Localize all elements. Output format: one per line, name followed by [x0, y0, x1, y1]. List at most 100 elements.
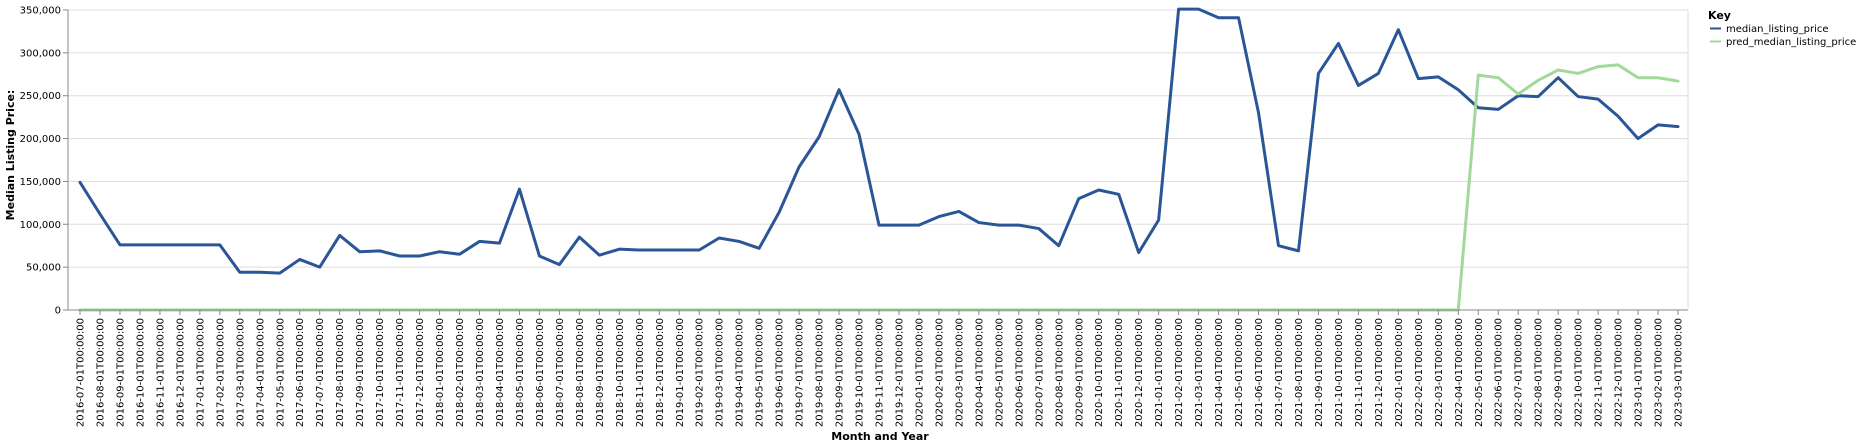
x-tick-label: 2016-09-01T00:00:00 [115, 318, 126, 427]
x-tick-label: 2020-04-01T00:00:00 [974, 318, 985, 427]
x-tick-label: 2022-12-01T00:00:00 [1614, 318, 1625, 427]
x-tick-label: 2020-01-01T00:00:00 [914, 318, 925, 427]
x-tick-label: 2017-11-01T00:00:00 [395, 318, 406, 427]
x-tick-label: 2020-07-01T00:00:00 [1034, 318, 1045, 427]
x-tick-label: 2021-01-01T00:00:00 [1154, 318, 1165, 427]
x-tick-label: 2018-05-01T00:00:00 [515, 318, 526, 427]
x-tick-label: 2017-03-01T00:00:00 [235, 318, 246, 427]
x-axis-title: Month and Year [831, 430, 929, 443]
x-tick-label: 2016-07-01T00:00:00 [76, 318, 87, 427]
x-tick-label: 2016-10-01T00:00:00 [135, 318, 146, 427]
legend-title: Key [1708, 9, 1731, 22]
series-line-pred-median-listing-price [78, 63, 1680, 312]
x-tick-label: 2023-03-01T00:00:00 [1674, 318, 1685, 427]
x-tick-label: 2018-01-01T00:00:00 [435, 318, 446, 427]
x-tick-label: 2019-06-01T00:00:00 [775, 318, 786, 427]
x-tick-label: 2019-01-01T00:00:00 [675, 318, 686, 427]
x-tick-label: 2017-02-01T00:00:00 [215, 318, 226, 427]
series-line-median-listing-price [78, 7, 1680, 275]
y-tick-label: 150,000 [20, 177, 61, 188]
x-tick-label: 2021-08-01T00:00:00 [1294, 318, 1305, 427]
x-tick-label: 2022-09-01T00:00:00 [1554, 318, 1565, 427]
x-tick-label: 2018-10-01T00:00:00 [615, 318, 626, 427]
y-tick-label: 50,000 [26, 263, 61, 274]
x-tick-label: 2019-09-01T00:00:00 [835, 318, 846, 427]
x-tick-label: 2020-05-01T00:00:00 [994, 318, 1005, 427]
x-tick-label: 2022-04-01T00:00:00 [1454, 318, 1465, 427]
x-tick-label: 2019-05-01T00:00:00 [755, 318, 766, 427]
x-tick-label: 2018-03-01T00:00:00 [475, 318, 486, 427]
x-tick-label: 2017-05-01T00:00:00 [275, 318, 286, 427]
x-tick-label: 2021-12-01T00:00:00 [1374, 318, 1385, 427]
x-tick-label: 2022-02-01T00:00:00 [1414, 318, 1425, 427]
legend-label: pred_median_listing_price [1726, 37, 1856, 48]
x-tick-label: 2021-05-01T00:00:00 [1234, 318, 1245, 427]
x-tick-label: 2023-01-01T00:00:00 [1634, 318, 1645, 427]
x-tick-label: 2023-02-01T00:00:00 [1654, 318, 1665, 427]
y-axis-title: Median Listing Price: [4, 90, 17, 221]
x-tick-label: 2022-11-01T00:00:00 [1594, 318, 1605, 427]
x-tick-label: 2017-04-01T00:00:00 [255, 318, 266, 427]
x-tick-label: 2016-08-01T00:00:00 [95, 318, 106, 427]
x-tick-label: 2018-02-01T00:00:00 [455, 318, 466, 427]
x-tick-label: 2019-12-01T00:00:00 [894, 318, 905, 427]
x-tick-label: 2021-07-01T00:00:00 [1274, 318, 1285, 427]
x-tick-label: 2021-04-01T00:00:00 [1214, 318, 1225, 427]
series-lines [78, 7, 1680, 312]
x-tick-label: 2019-02-01T00:00:00 [695, 318, 706, 427]
x-tick-label: 2020-06-01T00:00:00 [1014, 318, 1025, 427]
x-tick-label: 2017-01-01T00:00:00 [195, 318, 206, 427]
x-tick-label: 2019-10-01T00:00:00 [855, 318, 866, 427]
x-tick-label: 2019-11-01T00:00:00 [875, 318, 886, 427]
x-tick-label: 2022-07-01T00:00:00 [1514, 318, 1525, 427]
x-tick-label: 2022-01-01T00:00:00 [1394, 318, 1405, 427]
x-tick-label: 2020-10-01T00:00:00 [1094, 318, 1105, 427]
x-tick-label: 2021-10-01T00:00:00 [1334, 318, 1345, 427]
x-tick-label: 2018-11-01T00:00:00 [635, 318, 646, 427]
x-tick-label: 2017-12-01T00:00:00 [415, 318, 426, 427]
x-tick-label: 2022-10-01T00:00:00 [1574, 318, 1585, 427]
x-tick-label: 2018-12-01T00:00:00 [655, 318, 666, 427]
x-tick-label: 2017-10-01T00:00:00 [375, 318, 386, 427]
x-tick-label: 2016-12-01T00:00:00 [175, 318, 186, 427]
x-tick-label: 2020-08-01T00:00:00 [1054, 318, 1065, 427]
x-tick-label: 2017-07-01T00:00:00 [315, 318, 326, 427]
x-tick-label: 2018-09-01T00:00:00 [595, 318, 606, 427]
y-tick-label: 300,000 [20, 48, 61, 59]
x-tick-label: 2016-11-01T00:00:00 [155, 318, 166, 427]
y-axis-ticks: 0 50,000 100,000 150,000 200,000 250,000 300,0… [20, 6, 68, 317]
x-tick-label: 2022-05-01T00:00:00 [1474, 318, 1485, 427]
x-tick-label: 2018-04-01T00:00:00 [495, 318, 506, 427]
y-tick-label: 250,000 [20, 91, 61, 102]
legend: Key median_listing_price pred_median_list… [1708, 9, 1856, 48]
x-tick-label: 2019-04-01T00:00:00 [735, 318, 746, 427]
x-tick-label: 2019-07-01T00:00:00 [795, 318, 806, 427]
x-tick-label: 2022-08-01T00:00:00 [1534, 318, 1545, 427]
x-tick-label: 2019-03-01T00:00:00 [715, 318, 726, 427]
x-tick-label: 2018-08-01T00:00:00 [575, 318, 586, 427]
x-tick-label: 2021-03-01T00:00:00 [1194, 318, 1205, 427]
y-tick-label: 0 [55, 306, 61, 317]
x-tick-label: 2020-12-01T00:00:00 [1134, 318, 1145, 427]
x-tick-label: 2021-02-01T00:00:00 [1174, 318, 1185, 427]
x-tick-label: 2018-07-01T00:00:00 [555, 318, 566, 427]
legend-label: median_listing_price [1726, 24, 1829, 35]
x-tick-label: 2019-08-01T00:00:00 [815, 318, 826, 427]
x-tick-label: 2017-09-01T00:00:00 [355, 318, 366, 427]
x-tick-label: 2018-06-01T00:00:00 [535, 318, 546, 427]
x-tick-label: 2020-03-01T00:00:00 [954, 318, 965, 427]
x-tick-label: 2020-09-01T00:00:00 [1074, 318, 1085, 427]
y-tick-label: 200,000 [20, 134, 61, 145]
x-tick-label: 2020-11-01T00:00:00 [1114, 318, 1125, 427]
y-tick-label: 350,000 [20, 6, 61, 17]
x-tick-label: 2022-03-01T00:00:00 [1434, 318, 1445, 427]
x-tick-label: 2021-09-01T00:00:00 [1314, 318, 1325, 427]
y-tick-label: 100,000 [20, 220, 61, 231]
x-tick-label: 2021-06-01T00:00:00 [1254, 318, 1265, 427]
x-tick-label: 2022-06-01T00:00:00 [1494, 318, 1505, 427]
x-tick-label: 2021-11-01T00:00:00 [1354, 318, 1365, 427]
x-tick-label: 2017-08-01T00:00:00 [335, 318, 346, 427]
x-axis-ticks: 2016-07-01T00:00:00 2016-08-01T00:00:00 20… [76, 310, 1685, 427]
x-tick-label: 2017-06-01T00:00:00 [295, 318, 306, 427]
x-tick-label: 2020-02-01T00:00:00 [934, 318, 945, 427]
